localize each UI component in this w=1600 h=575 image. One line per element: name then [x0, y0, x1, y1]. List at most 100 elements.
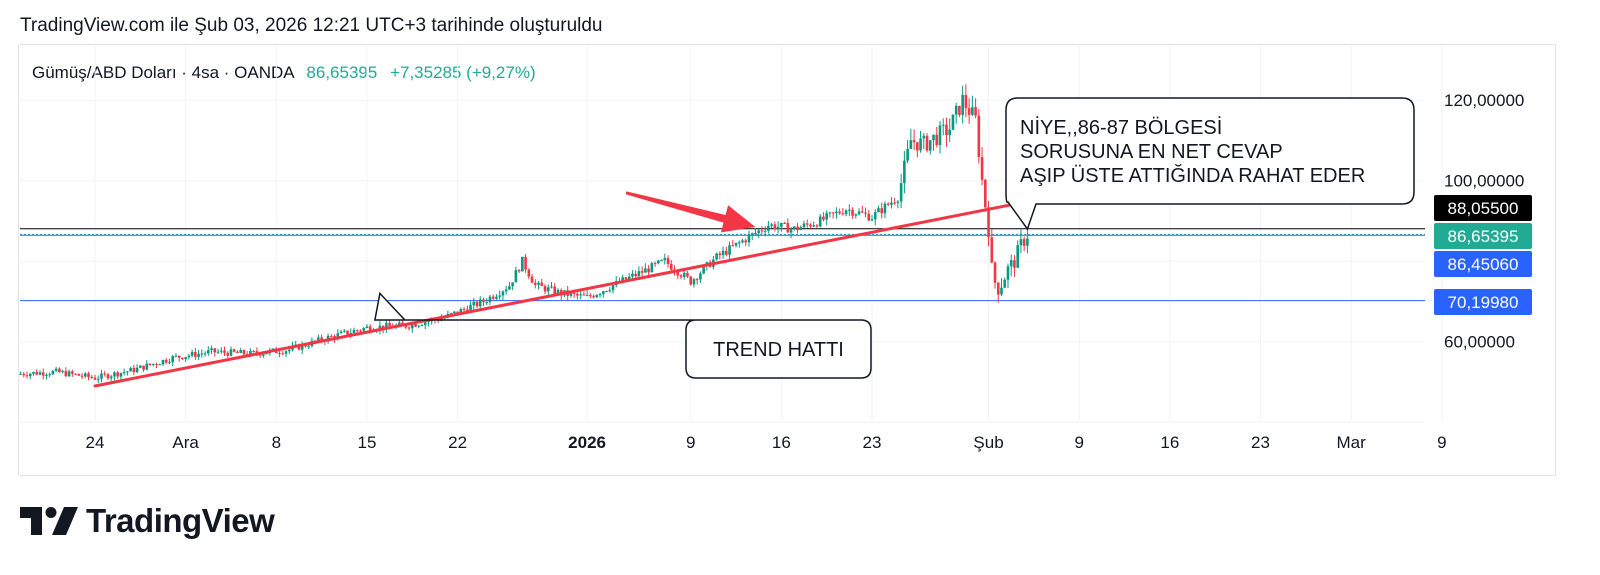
candle-body	[857, 211, 861, 215]
candle-body	[197, 353, 200, 357]
candle-body	[569, 292, 573, 296]
candle-body	[851, 209, 854, 216]
candle-body	[239, 350, 242, 353]
candle-body	[627, 276, 631, 280]
candle-body	[634, 273, 637, 277]
candle-body	[423, 322, 427, 326]
symbol-legend[interactable]: Gümüş/ABD Doları · 4sa · OANDA 86,65395 …	[32, 63, 536, 83]
candle-body	[757, 230, 760, 233]
candle-body	[171, 356, 174, 363]
candle-body	[537, 282, 540, 285]
candle-body	[831, 212, 835, 214]
price-level-label-bg[interactable]	[1434, 223, 1532, 249]
price-level-label-bg[interactable]	[1434, 195, 1532, 221]
candle-body	[598, 294, 602, 296]
candle-body	[521, 256, 524, 272]
candle-body	[109, 376, 113, 379]
candle-body	[848, 209, 851, 211]
candle-body	[346, 330, 349, 335]
created-info: TradingView.com ile Şub 03, 2026 12:21 U…	[20, 15, 603, 36]
candle-body	[996, 282, 1000, 295]
red-arrow-annotation[interactable]	[625, 191, 756, 233]
candle-body	[194, 351, 197, 357]
candle-body	[284, 351, 288, 354]
candle-body	[550, 286, 553, 288]
candle-body	[414, 324, 417, 327]
candle-body	[689, 276, 692, 285]
candle-body	[200, 353, 204, 355]
price-level-label-bg[interactable]	[1434, 251, 1532, 277]
candle-body	[974, 107, 977, 116]
candle-body	[990, 237, 994, 263]
candle-body	[427, 321, 430, 323]
candle-body	[776, 226, 780, 230]
candle-body	[96, 378, 100, 380]
candle-body	[83, 373, 87, 377]
candle-body	[1022, 239, 1026, 246]
candle-body	[647, 268, 650, 273]
candle-body	[980, 157, 984, 180]
candle-body	[954, 105, 958, 115]
candle-body	[802, 223, 806, 228]
candle-body	[737, 242, 741, 244]
candle-body	[941, 124, 945, 126]
candle-body	[747, 235, 751, 243]
x-tick-label: 23	[863, 433, 882, 452]
candle-body	[330, 335, 333, 337]
candle-body	[760, 230, 764, 232]
candle-body	[601, 291, 605, 295]
candle-body	[161, 359, 165, 365]
candle-body	[582, 294, 586, 296]
tradingview-logo[interactable]: TradingView	[20, 502, 275, 539]
candle-body	[624, 277, 628, 280]
candle-body	[763, 230, 767, 232]
candle-body	[660, 260, 663, 262]
callout-niye[interactable]	[1005, 97, 1415, 231]
candle-body	[342, 330, 346, 332]
y-tick-label: 100,00000	[1444, 172, 1524, 191]
candle-body	[317, 337, 320, 342]
candle-body	[216, 351, 220, 353]
candle-body	[844, 210, 848, 215]
candle-body	[77, 373, 81, 376]
candle-body	[728, 245, 731, 255]
candle-body	[116, 372, 119, 377]
candle-body	[58, 368, 61, 373]
candle-body	[252, 350, 255, 352]
candle-body	[219, 350, 223, 352]
candle-body	[129, 367, 132, 372]
candle-body	[789, 228, 793, 233]
candle-body	[174, 355, 178, 357]
candle-body	[828, 212, 832, 214]
candle-body	[527, 269, 531, 277]
candle-body	[281, 353, 285, 355]
candle-body	[799, 227, 803, 230]
candle-body	[650, 263, 654, 273]
candle-body	[122, 372, 126, 374]
candle-body	[462, 309, 466, 311]
candle-body	[993, 262, 997, 283]
candle-body	[860, 211, 864, 213]
candle-body	[854, 214, 858, 216]
callout-trend-hatti[interactable]	[373, 291, 872, 379]
candle-body	[100, 373, 103, 379]
candle-body	[119, 372, 123, 377]
candle-body	[482, 299, 485, 303]
candle-body	[786, 223, 790, 233]
candle-body	[61, 371, 64, 373]
candle-body	[1003, 279, 1007, 288]
candle-body	[812, 225, 816, 227]
candle-body	[126, 371, 129, 373]
candle-body	[793, 226, 796, 229]
candle-body	[213, 348, 217, 353]
price-level-label-bg[interactable]	[1434, 289, 1532, 315]
trend-line[interactable]	[93, 187, 1094, 388]
candle-body	[1009, 260, 1013, 267]
candle-body	[534, 282, 537, 285]
candle-body	[508, 286, 511, 290]
candle-body	[679, 275, 683, 278]
candle-body	[608, 290, 612, 292]
callout-niye-line: SORUSUNA EN NET CEVAP	[1020, 141, 1283, 163]
candle-body	[770, 224, 773, 226]
